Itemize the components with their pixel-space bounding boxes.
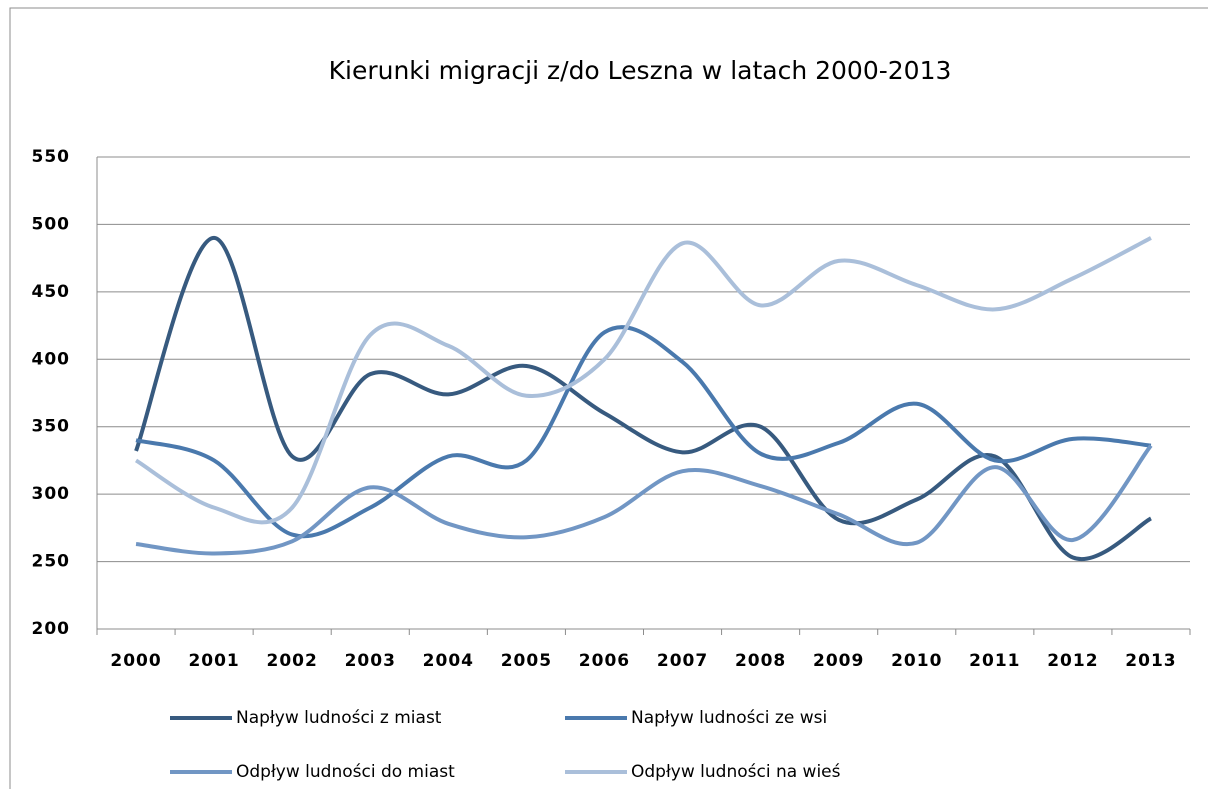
y-tick-label: 200 (32, 619, 71, 639)
legend-label: Odpływ ludności na wieś (631, 762, 841, 782)
x-tick-label: 2013 (1125, 651, 1176, 671)
legend-label: Napływ ludności z miast (236, 708, 442, 728)
series-line (134, 236, 1152, 525)
x-tick-label: 2005 (501, 651, 552, 671)
x-tick-label: 2012 (1047, 651, 1098, 671)
y-tick-label: 400 (32, 349, 71, 369)
legend-label: Napływ ludności ze wsi (631, 708, 827, 728)
y-tick-label: 300 (32, 484, 71, 504)
x-tick-label: 2009 (813, 651, 864, 671)
x-tick-label: 2002 (267, 651, 318, 671)
x-tick-label: 2008 (735, 651, 786, 671)
y-tick-label: 250 (32, 552, 71, 572)
x-tick-label: 2003 (345, 651, 396, 671)
x-tick-label: 2006 (579, 651, 630, 671)
series-line (135, 444, 1153, 556)
x-tick-label: 2011 (969, 651, 1020, 671)
x-tick-label: 2004 (423, 651, 474, 671)
x-tick-label: 2007 (657, 651, 708, 671)
chart-title: Kierunki migracji z/do Leszna w latach 2… (329, 56, 952, 85)
y-tick-label: 550 (32, 147, 71, 167)
x-tick-label: 2001 (188, 651, 239, 671)
chart-border (9, 7, 1208, 789)
y-tick-label: 450 (32, 282, 71, 302)
y-tick-label: 350 (32, 417, 71, 437)
x-tick-label: 2000 (110, 651, 161, 671)
y-tick-label: 500 (32, 214, 71, 234)
x-tick-label: 2010 (891, 651, 942, 671)
legend-label: Odpływ ludności do miast (236, 762, 455, 782)
